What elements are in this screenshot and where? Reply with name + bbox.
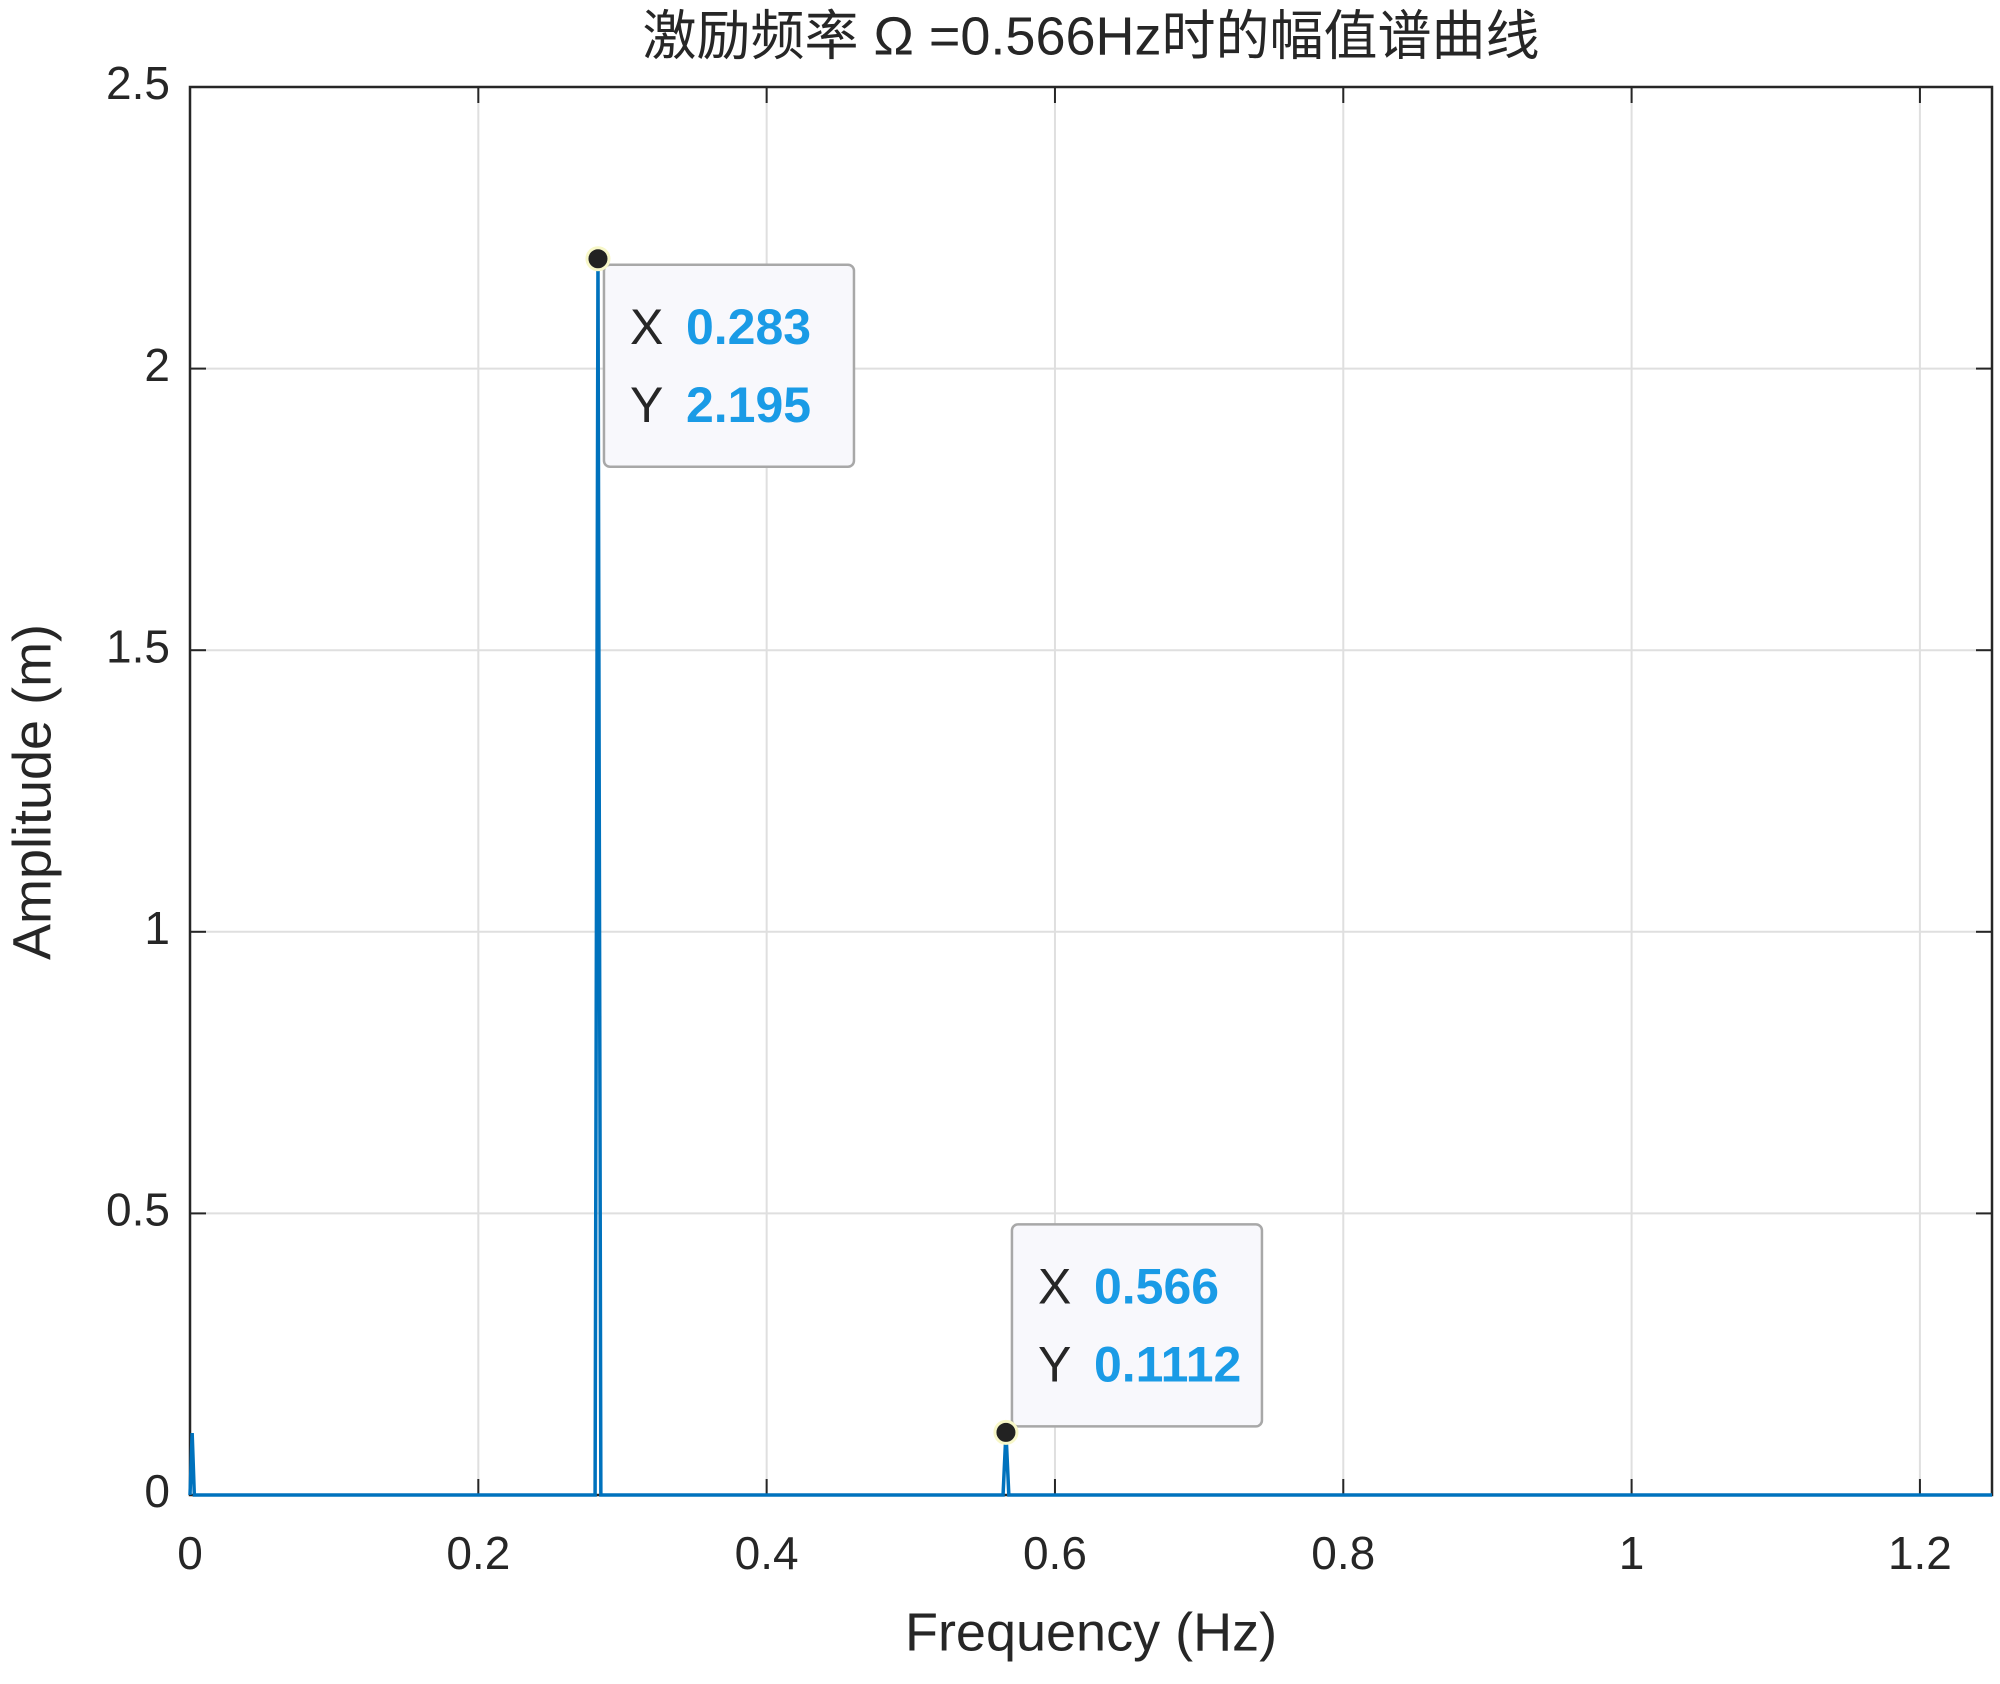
datatip-marker: [993, 1419, 1019, 1445]
x-tick-label: 0.4: [735, 1527, 799, 1579]
y-tick-label: 2.5: [106, 57, 170, 109]
x-tick-label: 0.6: [1023, 1527, 1087, 1579]
x-tick-label: 0: [177, 1527, 203, 1579]
datatip-value: 2.195: [686, 377, 811, 433]
datatip-marker: [585, 246, 611, 272]
y-tick-label: 0: [144, 1465, 170, 1517]
datatip-value: 0.283: [686, 299, 811, 355]
datatip-label: X: [630, 299, 663, 355]
x-tick-label: 0.2: [446, 1527, 510, 1579]
series-line: [188, 258, 1992, 1497]
x-axis-label: Frequency (Hz): [905, 1602, 1277, 1662]
datatip-label: Y: [630, 377, 663, 433]
y-axis-label: Amplitude (m): [2, 624, 62, 960]
datatip: X 0.566 Y 0.1112: [993, 1223, 1264, 1445]
datatip-label: X: [1038, 1259, 1071, 1315]
datatip-label: Y: [1038, 1337, 1071, 1393]
y-tick-label: 1: [144, 902, 170, 954]
datatip-value: 0.1112: [1094, 1337, 1241, 1393]
datatip: X 0.283 Y 2.195: [585, 246, 856, 469]
x-tick-label: 1: [1619, 1527, 1645, 1579]
x-tick-label: 0.8: [1311, 1527, 1375, 1579]
datatip-value: 0.566: [1094, 1259, 1219, 1315]
y-tick-label: 0.5: [106, 1184, 170, 1236]
datatip-box: [602, 263, 856, 469]
x-tick-label: 1.2: [1888, 1527, 1952, 1579]
datatip-box: [1010, 1223, 1264, 1428]
chart-title: 激励频率 Ω =0.566Hz时的幅值谱曲线: [642, 6, 1539, 66]
y-tick-label: 1.5: [106, 620, 170, 672]
y-tick-label: 2: [144, 339, 170, 391]
